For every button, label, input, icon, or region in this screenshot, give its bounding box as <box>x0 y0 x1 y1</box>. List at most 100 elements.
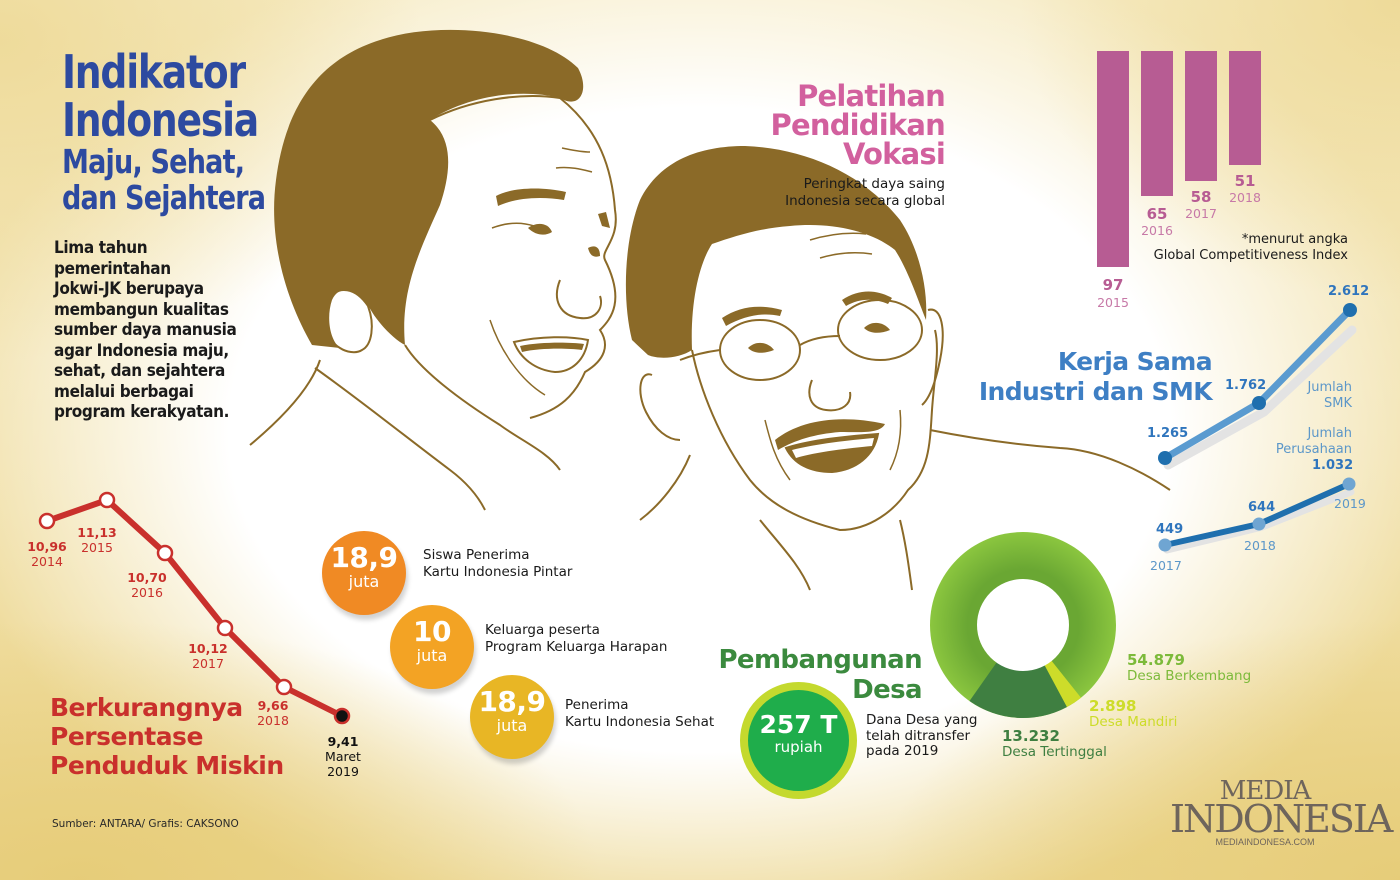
kis-circle: 18,9 juta <box>470 675 554 759</box>
donut-hole <box>977 579 1069 671</box>
title-line-2: Indonesia <box>62 93 259 147</box>
pkh-desc-line: Program Keluarga Harapan <box>485 639 668 655</box>
dana-desc-line: Dana Desa yang <box>866 712 978 728</box>
kip-desc-line: Kartu Indonesia Pintar <box>423 564 573 580</box>
dana-desa-description: Dana Desa yang telah ditransfer pada 201… <box>866 712 978 760</box>
bar-year-2018: 2018 <box>1229 190 1261 205</box>
poverty-year-2019: 2019 <box>327 764 359 779</box>
intro-paragraph: Lima tahun pemerintahan Jokwi-JK berupay… <box>54 238 261 423</box>
year-2018-label: 2018 <box>1244 538 1276 553</box>
logo-line-1: MEDIA <box>1219 776 1312 806</box>
kis-desc-line: Kartu Indonesia Sehat <box>565 714 715 730</box>
kemiskinan-title-line: Persentase <box>50 722 203 751</box>
kip-description: Siswa Penerima Kartu Indonesia Pintar <box>423 547 572 581</box>
gci-note-line: Global Competitiveness Index <box>1153 248 1348 263</box>
kis-value: 18,9 <box>478 685 546 718</box>
kemiskinan-title-line: Penduduk Miskin <box>50 751 284 780</box>
dana-desc-line: pada 2019 <box>866 743 939 759</box>
perusahaan-series-label: Jumlah Perusahaan <box>1262 426 1352 458</box>
pkh-value: 10 <box>413 615 451 648</box>
bar-2015 <box>1097 51 1129 267</box>
kerja-sama-title-line: Industri dan SMK <box>978 377 1213 406</box>
dana-desc-line: telah ditransfer <box>866 727 971 744</box>
smk-label-line: SMK <box>1324 396 1352 411</box>
kip-desc-line: Siswa Penerima <box>423 547 530 563</box>
pkh-unit: juta <box>416 646 448 665</box>
intro-line: Lima tahun <box>54 238 148 258</box>
intro-line: pemerintahan <box>54 258 171 279</box>
tertinggal-label: Desa Tertinggal <box>1002 744 1107 760</box>
desa-donut-chart <box>930 532 1116 719</box>
intro-line: melalui berbagai <box>54 381 194 402</box>
bar-value-2015: 97 <box>1102 276 1124 294</box>
poverty-value-2019: 9,41 <box>327 734 359 749</box>
vokasi-desc-line: Indonesia secara global <box>785 193 945 209</box>
pkh-circle: 10 juta <box>390 605 474 689</box>
kerja-sama-title: Kerja Sama Industri dan SMK <box>978 347 1213 407</box>
bar-year-2015: 2015 <box>1097 295 1129 310</box>
logo-line-2: INDONESIA <box>1170 797 1393 841</box>
title-line-1: Indikator <box>62 45 246 99</box>
intro-line: sumber daya manusia <box>54 320 237 340</box>
pkh-desc-line: Keluarga peserta <box>485 622 600 638</box>
bar-value-2016: 65 <box>1146 205 1168 223</box>
pkh-description: Keluarga peserta Program Keluarga Harapa… <box>485 622 667 656</box>
tertinggal-value: 13.232 <box>1002 727 1060 745</box>
year-2017-label: 2017 <box>1150 558 1182 573</box>
poverty-value-2015: 11,13 <box>77 525 117 540</box>
page-subtitle: Maju, Sehat, dan Sejahtera <box>62 142 266 216</box>
desa-title-line: Desa <box>852 675 922 705</box>
intro-line: program kerakyatan. <box>54 402 230 422</box>
poverty-year-2015: 2015 <box>81 540 113 555</box>
kerja-sama-title-line: Kerja Sama <box>1057 347 1213 376</box>
bar-year-2016: 2016 <box>1141 223 1173 238</box>
kip-circle: 18,9 juta <box>322 531 406 615</box>
perusahaan-label-line: Perusahaan <box>1275 442 1352 457</box>
vokasi-title: Pelatihan Pendidikan Vokasi <box>770 82 946 171</box>
bar-year-2017: 2017 <box>1185 206 1217 221</box>
poverty-value-2014: 10,96 <box>27 539 67 554</box>
vokasi-title-line: Vokasi <box>842 137 946 171</box>
intro-line: Jokwi-JK berupaya <box>54 279 204 299</box>
berkembang-value: 54.879 <box>1127 651 1185 669</box>
gci-footnote: *menurut angka Global Competitiveness In… <box>1154 232 1348 264</box>
poverty-year-2017: 2017 <box>192 656 224 671</box>
vokasi-desc-line: Peringkat daya saing <box>803 176 945 192</box>
perusahaan-value-2017: 449 <box>1156 522 1184 537</box>
kip-value: 18,9 <box>330 541 398 574</box>
kip-unit: juta <box>348 572 380 591</box>
gci-note-line: *menurut angka <box>1241 232 1348 247</box>
vokasi-title-line: Pendidikan <box>770 108 946 142</box>
smk-value-2017: 1.265 <box>1147 426 1189 441</box>
poverty-value-2017: 10,12 <box>188 641 228 656</box>
media-indonesia-logo: MEDIA INDONESIA MEDIAINDONESA.COM <box>1170 776 1393 847</box>
bar-value-2017: 58 <box>1190 188 1212 206</box>
segment-tertinggal <box>969 625 1067 719</box>
poverty-value-2016: 10,70 <box>127 570 167 585</box>
source-credit: Sumber: ANTARA/ Grafis: CAKSONO <box>52 818 239 830</box>
smk-label-line: Jumlah <box>1307 380 1352 395</box>
intro-line: agar Indonesia maju, <box>54 340 229 361</box>
desa-title-line: Pembangunan <box>718 645 922 675</box>
bar-value-2018: 51 <box>1234 172 1256 190</box>
subtitle-line-1: Maju, Sehat, <box>62 142 245 181</box>
perusahaan-value-2018: 644 <box>1248 500 1276 515</box>
berkembang-label: Desa Berkembang <box>1127 668 1252 684</box>
desa-title: Pembangunan Desa <box>718 645 922 705</box>
kemiskinan-title: Berkurangnya Persentase Penduduk Miskin <box>50 693 284 780</box>
page-title: Indikator Indonesia <box>62 45 259 147</box>
smk-value-2019: 2.612 <box>1328 284 1370 299</box>
poverty-value-2018: 9,66 <box>257 698 289 713</box>
smk-series-label: Jumlah SMK <box>1290 380 1352 412</box>
bar-2016 <box>1141 51 1173 196</box>
mandiri-label: Desa Mandiri <box>1089 714 1178 730</box>
kis-description: Penerima Kartu Indonesia Sehat <box>565 697 714 731</box>
smk-value-2018: 1.762 <box>1225 378 1267 393</box>
intro-line: membangun kualitas <box>54 299 229 320</box>
intro-line: sehat, dan sejahtera <box>54 361 225 381</box>
poverty-year-2018: 2018 <box>257 713 289 728</box>
poverty-month-2019: Maret <box>325 749 361 764</box>
perusahaan-value-2019: 1.032 <box>1312 458 1354 473</box>
